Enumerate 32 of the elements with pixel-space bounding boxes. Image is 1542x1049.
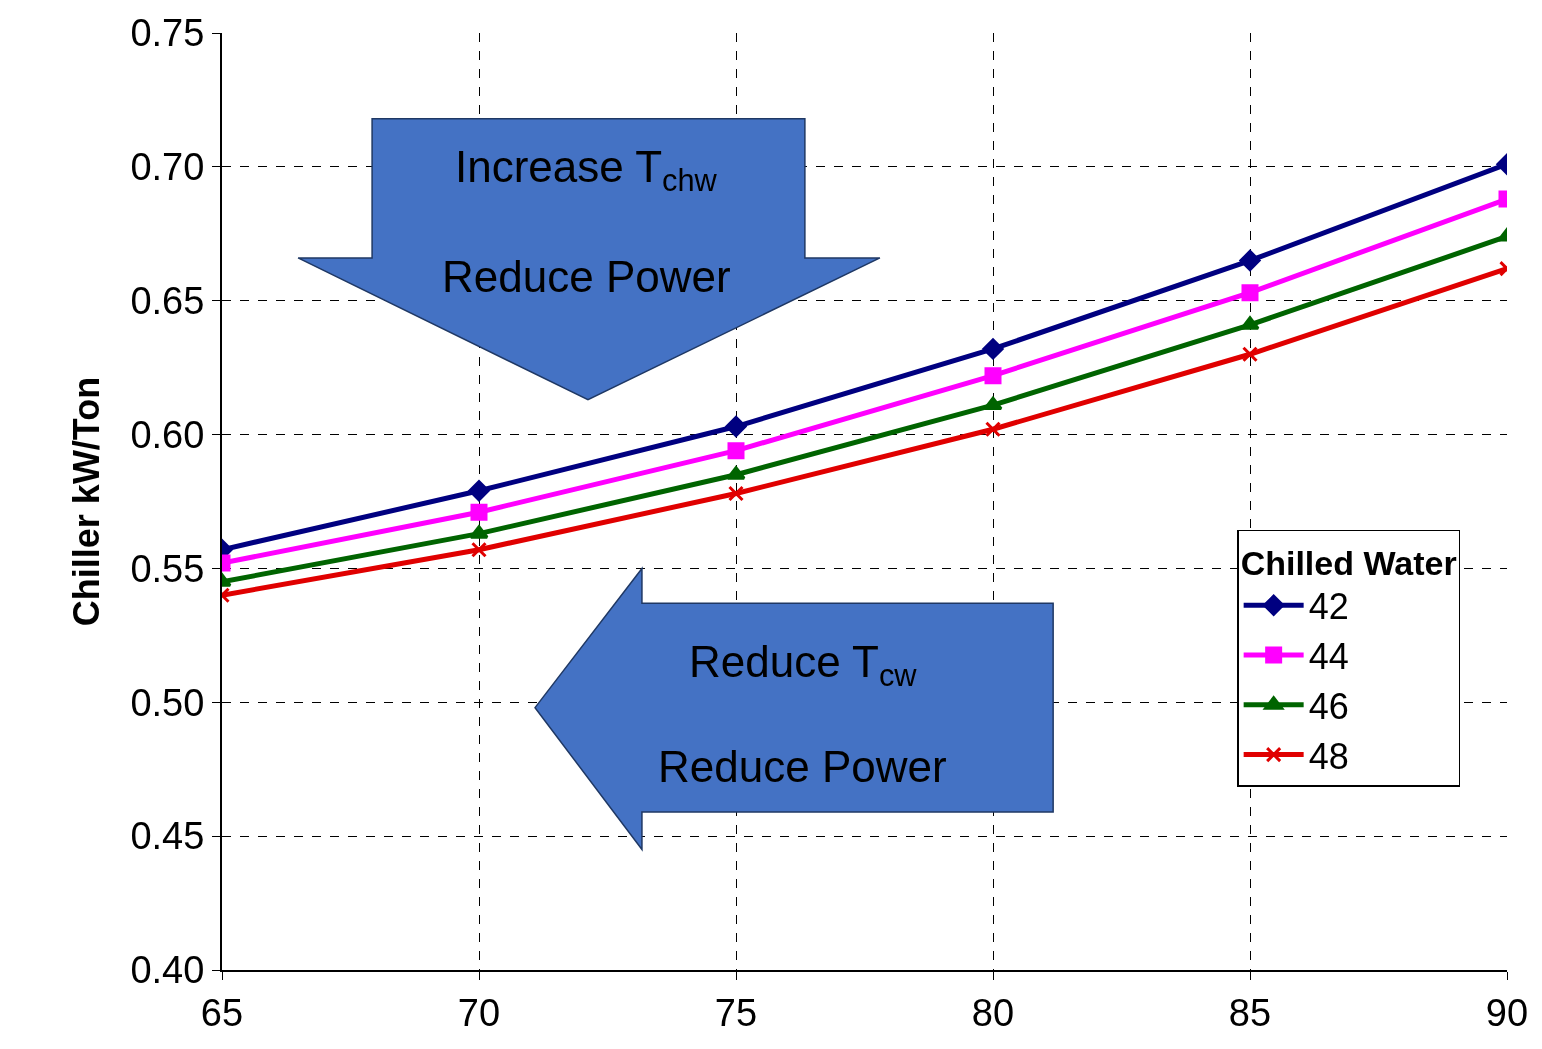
point <box>725 415 747 438</box>
y-axis-title: Chiller kW/Ton <box>65 376 107 627</box>
y-tick-label: 0.70 <box>130 146 205 189</box>
y-tick-label: 0.40 <box>130 949 205 992</box>
annotation: Reduce Power <box>658 742 947 791</box>
x-tick-label: 65 <box>200 991 244 1034</box>
y-tick-label: 0.45 <box>130 815 205 858</box>
point <box>984 367 1002 385</box>
x-tick-label: 90 <box>1485 991 1529 1034</box>
x-tick-label: 85 <box>1228 991 1272 1034</box>
y-tick-label: 0.65 <box>130 280 205 323</box>
legend-label: 42 <box>1308 586 1349 628</box>
x-tick-label: 75 <box>714 991 758 1034</box>
annotation: Increase T$_{chw}$ <box>455 142 718 199</box>
x-tick-label: 70 <box>457 991 501 1034</box>
point <box>985 421 1001 438</box>
y-tick-label: 0.60 <box>130 413 205 456</box>
y-tick-label: 0.55 <box>130 547 205 590</box>
point <box>727 442 745 460</box>
y-tick-label: 0.75 <box>130 12 205 55</box>
point <box>726 466 746 480</box>
annotation: Reduce T$_{cw}$ <box>689 637 918 694</box>
legend-label: 48 <box>1308 735 1349 777</box>
x-tick-label: 80 <box>971 991 1015 1034</box>
point <box>982 338 1004 360</box>
legend-label: 44 <box>1308 636 1349 678</box>
legend-label: 46 <box>1308 685 1349 727</box>
point <box>983 396 1003 411</box>
point <box>728 485 744 502</box>
legend-title: Chilled Water <box>1240 544 1457 583</box>
annotation: Reduce Power <box>442 252 731 301</box>
y-tick-label: 0.50 <box>130 681 205 724</box>
